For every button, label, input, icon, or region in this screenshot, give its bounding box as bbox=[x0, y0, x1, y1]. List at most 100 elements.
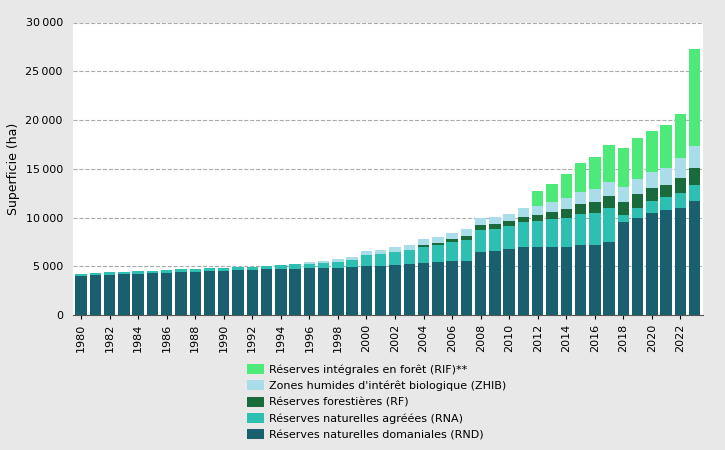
Bar bbox=[133, 271, 144, 274]
Bar bbox=[618, 202, 629, 215]
Bar bbox=[404, 264, 415, 315]
Bar bbox=[232, 270, 244, 315]
Bar bbox=[475, 225, 486, 230]
Bar bbox=[361, 266, 372, 315]
Bar bbox=[304, 264, 315, 268]
Bar bbox=[518, 247, 529, 315]
Bar bbox=[689, 146, 700, 168]
Bar bbox=[133, 274, 144, 315]
Bar bbox=[603, 182, 615, 196]
Bar bbox=[689, 49, 700, 146]
Bar bbox=[489, 251, 500, 315]
Bar bbox=[204, 271, 215, 315]
Bar bbox=[675, 177, 686, 193]
Bar bbox=[503, 214, 515, 221]
Bar bbox=[689, 185, 700, 201]
Bar bbox=[503, 221, 515, 226]
Bar bbox=[304, 268, 315, 315]
Bar bbox=[289, 265, 301, 269]
Bar bbox=[261, 266, 273, 269]
Bar bbox=[361, 255, 372, 266]
Bar bbox=[460, 240, 472, 261]
Bar bbox=[603, 208, 615, 242]
Bar bbox=[347, 267, 358, 315]
Bar bbox=[560, 247, 572, 315]
Bar bbox=[660, 197, 672, 210]
Bar bbox=[261, 269, 273, 315]
Bar bbox=[118, 274, 130, 315]
Bar bbox=[618, 148, 629, 187]
Bar bbox=[90, 273, 101, 275]
Bar bbox=[146, 273, 158, 315]
Bar bbox=[546, 212, 558, 220]
Bar bbox=[175, 272, 186, 315]
Bar bbox=[404, 245, 415, 250]
Bar bbox=[104, 272, 115, 274]
Bar bbox=[560, 209, 572, 217]
Bar bbox=[603, 242, 615, 315]
Bar bbox=[389, 247, 401, 252]
Bar bbox=[575, 192, 587, 204]
Bar bbox=[332, 268, 344, 315]
Bar bbox=[204, 268, 215, 271]
Bar bbox=[247, 270, 258, 315]
Bar bbox=[432, 243, 444, 245]
Bar bbox=[375, 250, 386, 254]
Y-axis label: Superficie (ha): Superficie (ha) bbox=[7, 122, 20, 215]
Bar bbox=[418, 247, 429, 263]
Bar bbox=[589, 202, 600, 213]
Bar bbox=[146, 270, 158, 273]
Bar bbox=[460, 236, 472, 240]
Bar bbox=[532, 215, 544, 221]
Bar bbox=[475, 252, 486, 315]
Bar bbox=[532, 191, 544, 206]
Bar bbox=[318, 268, 329, 315]
Bar bbox=[447, 242, 457, 261]
Bar bbox=[418, 263, 429, 315]
Bar bbox=[689, 168, 700, 185]
Bar bbox=[361, 251, 372, 255]
Bar bbox=[90, 275, 101, 315]
Bar bbox=[375, 266, 386, 315]
Bar bbox=[589, 189, 600, 202]
Bar bbox=[546, 202, 558, 212]
Bar bbox=[289, 269, 301, 315]
Bar bbox=[503, 226, 515, 249]
Bar bbox=[589, 213, 600, 245]
Bar bbox=[75, 274, 87, 276]
Bar bbox=[646, 201, 658, 213]
Bar bbox=[503, 249, 515, 315]
Bar bbox=[161, 270, 173, 273]
Bar bbox=[532, 206, 544, 215]
Bar bbox=[575, 214, 587, 245]
Bar bbox=[632, 208, 643, 217]
Bar bbox=[432, 245, 444, 262]
Bar bbox=[189, 272, 201, 315]
Bar bbox=[404, 250, 415, 264]
Bar bbox=[518, 216, 529, 222]
Bar bbox=[675, 193, 686, 208]
Bar bbox=[546, 247, 558, 315]
Bar bbox=[375, 254, 386, 266]
Bar bbox=[675, 208, 686, 315]
Bar bbox=[646, 131, 658, 172]
Bar bbox=[603, 145, 615, 182]
Bar bbox=[347, 257, 358, 261]
Bar bbox=[560, 198, 572, 209]
Bar bbox=[432, 237, 444, 243]
Bar bbox=[532, 221, 544, 247]
Bar bbox=[218, 268, 230, 270]
Bar bbox=[418, 239, 429, 245]
Bar bbox=[489, 229, 500, 251]
Bar bbox=[646, 172, 658, 188]
Bar bbox=[75, 276, 87, 315]
Bar bbox=[646, 213, 658, 315]
Bar bbox=[660, 168, 672, 185]
Bar bbox=[460, 229, 472, 236]
Bar bbox=[632, 217, 643, 315]
Bar bbox=[389, 252, 401, 266]
Bar bbox=[304, 262, 315, 264]
Bar bbox=[475, 230, 486, 252]
Bar bbox=[546, 184, 558, 202]
Bar bbox=[276, 269, 286, 315]
